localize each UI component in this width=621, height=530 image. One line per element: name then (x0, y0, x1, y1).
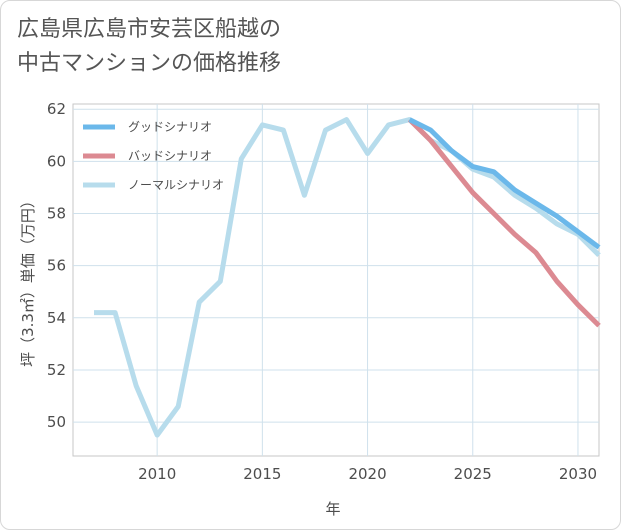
series-line-bad (407, 117, 601, 328)
x-tick-label: 2020 (348, 465, 386, 483)
legend-label: ノーマルシナリオ (128, 178, 224, 192)
series-line-good (408, 117, 601, 250)
chart-title-line-1: 広島県広島市安芸区船越の (17, 17, 282, 42)
x-tick-label: 2010 (138, 465, 176, 483)
plot-area (72, 103, 600, 457)
legend-item-normal: ノーマルシナリオ (83, 178, 224, 192)
y-tick-label: 50 (47, 413, 66, 431)
legend-label: グッドシナリオ (128, 120, 212, 134)
series-layer (94, 117, 601, 438)
y-tick-label: 58 (47, 205, 66, 223)
x-axis-title: 年 (325, 500, 340, 518)
x-tick-label: 2025 (454, 465, 492, 483)
chart-title: 広島県広島市安芸区船越の 中古マンションの価格推移 (17, 13, 281, 81)
legend-item-bad: バッドシナリオ (83, 149, 212, 163)
y-tick-label: 62 (47, 100, 66, 118)
y-tick-label: 60 (47, 152, 66, 170)
x-tick-label: 2030 (559, 465, 597, 483)
y-tick-label: 52 (47, 361, 66, 379)
grid-lines (73, 104, 599, 456)
y-tick-label: 54 (47, 309, 66, 327)
y-tick-label: 56 (47, 257, 66, 275)
chart-title-line-2: 中古マンションの価格推移 (17, 51, 282, 76)
y-axis-title: 坪（3.3㎡）単価（万円） (19, 193, 37, 367)
x-tick-label: 2015 (243, 465, 281, 483)
legend-label: バッドシナリオ (128, 149, 212, 163)
axis-ticks: 50 52 54 56 58 60 62 2010 2015 2020 2025 2030 (47, 100, 597, 483)
legend-item-good: グッドシナリオ (83, 120, 212, 134)
series-line-normal (94, 117, 601, 438)
